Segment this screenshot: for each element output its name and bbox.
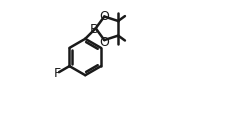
Text: O: O: [99, 10, 109, 22]
Text: B: B: [90, 23, 99, 36]
Text: O: O: [99, 36, 109, 49]
Text: F: F: [54, 66, 61, 79]
